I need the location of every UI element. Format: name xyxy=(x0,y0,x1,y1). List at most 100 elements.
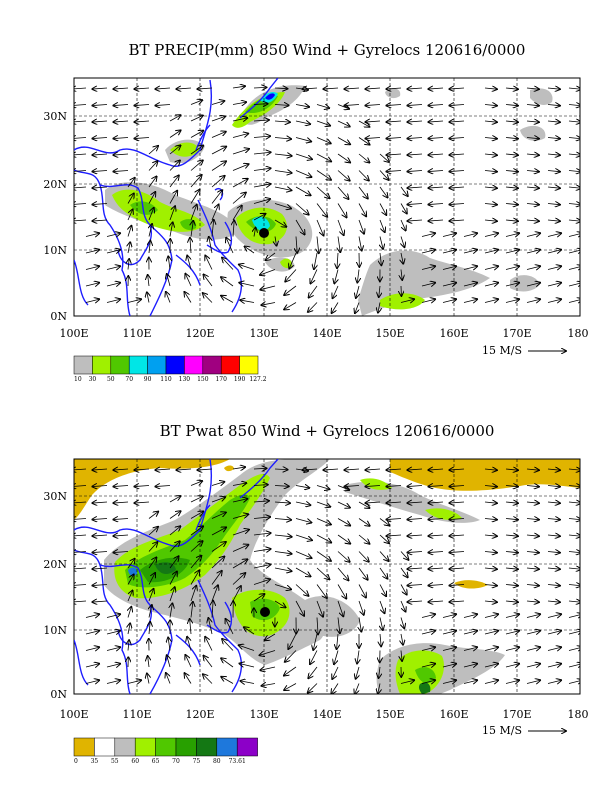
wind-vector xyxy=(296,519,311,523)
wind-vector xyxy=(113,535,128,536)
wind-vector xyxy=(275,519,291,520)
wind-vector xyxy=(386,154,401,155)
wind-vector xyxy=(317,121,330,126)
colorbar-label: 73.61 xyxy=(229,758,246,765)
wind-vector xyxy=(548,585,560,586)
wind-vector xyxy=(428,585,443,586)
wind-vector xyxy=(338,121,350,127)
wind-vector xyxy=(569,171,581,172)
wind-vector xyxy=(338,187,349,199)
wind-vector xyxy=(221,296,233,303)
wind-vector xyxy=(333,286,338,298)
colorbar-swatch xyxy=(176,738,196,756)
wind-vector xyxy=(149,161,158,170)
wind-vector xyxy=(184,292,191,303)
wind-vector xyxy=(359,237,362,251)
wind-vector xyxy=(113,171,128,172)
wind-vector xyxy=(401,634,403,645)
wind-vector xyxy=(569,105,581,106)
colorbar-label: 50 xyxy=(107,376,115,383)
wind-vector xyxy=(254,87,266,88)
wind-vector xyxy=(338,568,348,580)
wind-vector xyxy=(308,667,317,678)
wind-vector xyxy=(302,88,317,89)
wind-vector xyxy=(359,171,369,181)
x-tick-label: 110E xyxy=(122,327,151,340)
wind-vector xyxy=(197,88,212,89)
wind-vector xyxy=(485,220,497,221)
wind-vector xyxy=(233,86,245,88)
x-tick-label: 120E xyxy=(185,708,214,721)
wind-vector xyxy=(428,220,443,221)
wind-vector xyxy=(166,292,170,303)
wind-vector xyxy=(527,601,539,602)
vector-reference: 15 M/S xyxy=(482,724,566,737)
wind-vector xyxy=(128,680,141,683)
wind-vector xyxy=(275,535,292,537)
wind-vector xyxy=(359,220,364,234)
wind-vector xyxy=(365,88,380,89)
wind-vector xyxy=(113,519,128,520)
colorbar-swatch xyxy=(94,738,114,756)
wind-vector xyxy=(359,618,361,632)
wind-vector xyxy=(221,277,233,286)
x-tick-label: 100E xyxy=(59,327,88,340)
wind-vector xyxy=(527,187,539,188)
wind-vector xyxy=(407,154,422,155)
colorbar-label: 0 xyxy=(74,758,78,765)
pwat-patch xyxy=(454,580,488,588)
wind-vector xyxy=(134,105,149,106)
wind-vector xyxy=(365,138,380,139)
wind-vector xyxy=(191,160,203,170)
wind-vector xyxy=(527,519,539,520)
wind-vector xyxy=(308,684,317,693)
wind-vector xyxy=(449,121,464,122)
wind-vector xyxy=(113,88,128,89)
wind-vector xyxy=(317,154,331,161)
wind-vector xyxy=(113,138,128,139)
wind-vector xyxy=(284,667,296,676)
colorbar-swatch xyxy=(156,738,176,756)
wind-vector xyxy=(233,467,245,469)
x-tick-label: 150E xyxy=(375,708,404,721)
wind-vector xyxy=(380,634,381,646)
wind-vector xyxy=(548,138,560,139)
wind-vector xyxy=(233,164,249,170)
wind-vector xyxy=(212,116,225,121)
wind-vector xyxy=(86,283,99,286)
x-tick-label: 170E xyxy=(502,327,531,340)
wind-vector xyxy=(359,585,366,598)
wind-vector xyxy=(527,552,539,553)
wind-vector xyxy=(334,270,338,284)
wind-vector xyxy=(356,667,359,679)
wind-vector xyxy=(338,535,350,544)
wind-vector xyxy=(485,233,498,236)
wind-vector xyxy=(284,303,296,310)
wind-vector xyxy=(407,121,422,122)
wind-vector xyxy=(197,469,212,470)
wind-vector xyxy=(569,187,581,188)
wind-vector xyxy=(527,631,540,634)
wind-vector xyxy=(261,303,275,306)
wind-vector xyxy=(569,204,581,205)
wind-vector xyxy=(128,226,131,237)
wind-vector xyxy=(569,88,581,89)
wind-vector xyxy=(359,154,369,163)
wind-vector xyxy=(407,585,422,586)
wind-vector xyxy=(317,204,327,217)
wind-vector xyxy=(155,469,170,470)
wind-vector xyxy=(449,138,464,139)
x-axis: 100E 110E 120E 130E 140E 150E 160E 170E … xyxy=(59,708,588,721)
wind-vector xyxy=(113,154,128,155)
wind-vector xyxy=(107,283,120,286)
wind-vector xyxy=(148,656,149,667)
wind-vector xyxy=(203,674,212,683)
wind-vector xyxy=(422,233,435,236)
wind-vector xyxy=(344,469,359,470)
x-tick-label: 100E xyxy=(59,708,88,721)
wind-vector xyxy=(338,154,350,162)
wind-vector xyxy=(107,664,120,667)
wind-vector xyxy=(359,204,366,217)
